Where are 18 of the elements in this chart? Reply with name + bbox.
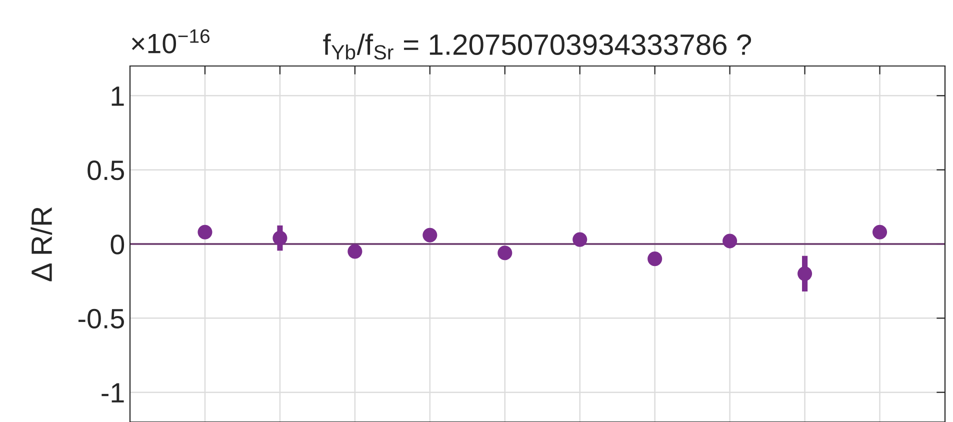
chart-title: f$_{Yb}$/f$_{Sr}$ = 1.20750703934333786 ? — [323, 34, 752, 60]
point — [422, 228, 438, 242]
y-tick-label: 1 — [112, 86, 124, 106]
y-axis-title: Δ R/R — [30, 207, 52, 282]
point — [648, 252, 662, 266]
point — [572, 232, 588, 247]
y-tick-label: 0 — [110, 234, 124, 254]
point — [798, 266, 812, 281]
y-tick-label: 0.5 — [88, 160, 124, 180]
point — [872, 224, 888, 240]
text: ×10$^{−16}$ — [132, 29, 210, 54]
y-tick-label: -0.5 — [78, 308, 124, 329]
point — [348, 244, 362, 259]
point — [272, 230, 288, 246]
point — [722, 234, 738, 248]
point — [498, 246, 512, 260]
point — [198, 224, 212, 240]
y-tick-label: -1 — [102, 383, 124, 402]
